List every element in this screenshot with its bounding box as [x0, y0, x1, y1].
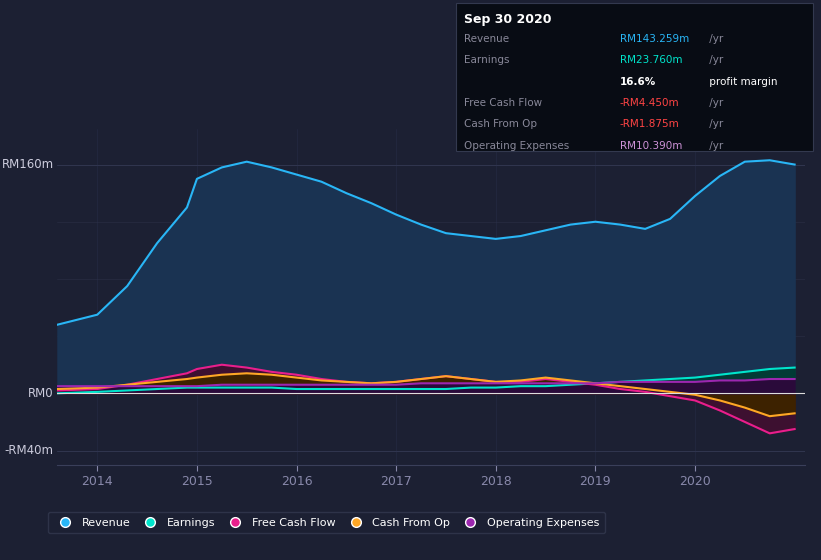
- Text: /yr: /yr: [706, 119, 723, 129]
- Text: Revenue: Revenue: [464, 34, 509, 44]
- Text: Operating Expenses: Operating Expenses: [464, 141, 569, 151]
- Text: -RM4.450m: -RM4.450m: [620, 98, 680, 108]
- Text: Free Cash Flow: Free Cash Flow: [464, 98, 542, 108]
- Text: RM23.760m: RM23.760m: [620, 55, 682, 66]
- Text: RM160m: RM160m: [2, 158, 53, 171]
- Text: /yr: /yr: [706, 55, 723, 66]
- Text: RM10.390m: RM10.390m: [620, 141, 682, 151]
- Text: /yr: /yr: [706, 141, 723, 151]
- Text: RM143.259m: RM143.259m: [620, 34, 689, 44]
- Text: Cash From Op: Cash From Op: [464, 119, 537, 129]
- Text: /yr: /yr: [706, 34, 723, 44]
- Text: Earnings: Earnings: [464, 55, 509, 66]
- Text: RM0: RM0: [28, 387, 53, 400]
- Text: -RM1.875m: -RM1.875m: [620, 119, 680, 129]
- Text: Sep 30 2020: Sep 30 2020: [464, 13, 552, 26]
- Legend: Revenue, Earnings, Free Cash Flow, Cash From Op, Operating Expenses: Revenue, Earnings, Free Cash Flow, Cash …: [48, 512, 605, 533]
- Text: -RM40m: -RM40m: [5, 444, 53, 457]
- Text: /yr: /yr: [706, 98, 723, 108]
- Text: profit margin: profit margin: [706, 77, 777, 87]
- Text: 16.6%: 16.6%: [620, 77, 656, 87]
